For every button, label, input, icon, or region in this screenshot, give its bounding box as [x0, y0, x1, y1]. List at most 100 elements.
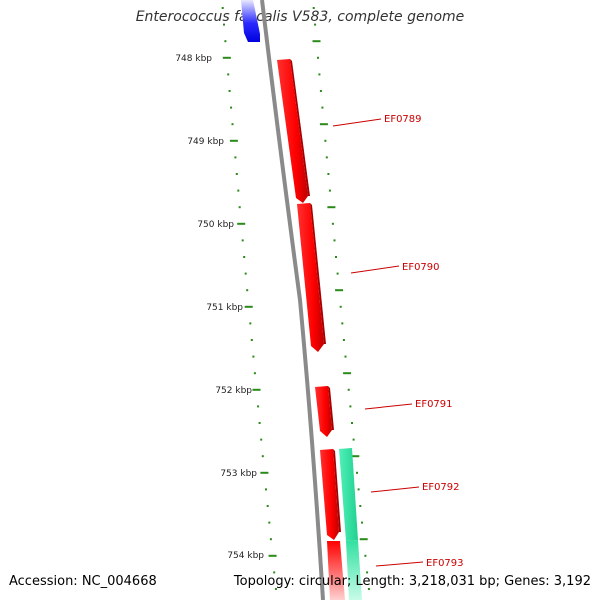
- major-tick: [327, 206, 336, 209]
- minor-tick: [221, 7, 224, 9]
- minor-tick: [319, 90, 322, 92]
- scale-ruler-labels: 748 kbp 749 kbp 750 kbp 751 kbp 752 kbp …: [175, 54, 264, 561]
- major-tick: [335, 289, 344, 292]
- gene-feature-reverse[interactable]: [241, 0, 260, 42]
- accession-text: Accession: NC_004668: [9, 574, 157, 589]
- minor-tick: [366, 571, 369, 574]
- minor-tick: [349, 405, 352, 408]
- gene-feature-teal-continued[interactable]: [346, 540, 362, 600]
- ruler-label: 751 kbp: [206, 303, 243, 313]
- minor-tick: [357, 488, 360, 491]
- gene-label-EF0789[interactable]: EF0789: [384, 114, 422, 125]
- ruler-label: 754 kbp: [227, 551, 264, 561]
- gene-label-EF0791[interactable]: EF0791: [415, 399, 453, 410]
- minor-tick: [237, 189, 240, 192]
- major-tick: [252, 388, 261, 391]
- major-tick: [222, 56, 231, 59]
- minor-tick: [231, 123, 234, 126]
- minor-tick: [347, 388, 350, 391]
- minor-tick: [268, 521, 271, 524]
- minor-tick: [344, 355, 347, 358]
- major-tick: [312, 40, 321, 43]
- gene-label-EF0793[interactable]: EF0793: [426, 558, 464, 569]
- gene-feature-teal[interactable]: [339, 448, 358, 541]
- minor-tick: [339, 305, 342, 308]
- forward-strand-track-ticks: [312, 7, 370, 590]
- minor-tick: [243, 256, 246, 258]
- minor-tick: [223, 23, 225, 26]
- minor-tick: [274, 588, 277, 590]
- minor-tick: [260, 438, 263, 441]
- gene-feature-EF0791[interactable]: [315, 386, 334, 437]
- ruler-label: 753 kbp: [220, 469, 257, 479]
- minor-tick: [258, 422, 261, 424]
- major-tick: [359, 538, 368, 541]
- gene-label-leaders: [332, 118, 424, 567]
- minor-tick: [250, 339, 253, 341]
- scale-ruler-ticks: [221, 7, 277, 590]
- major-tick: [237, 222, 246, 225]
- gene-label-EF0790[interactable]: EF0790: [402, 262, 440, 273]
- minor-tick: [265, 488, 267, 491]
- ruler-label: 748 kbp: [175, 54, 212, 64]
- major-tick: [319, 123, 328, 126]
- minor-tick: [359, 505, 362, 507]
- minor-tick: [266, 505, 269, 507]
- minor-tick: [224, 40, 227, 43]
- major-tick: [351, 455, 360, 458]
- minor-tick: [312, 7, 315, 9]
- minor-tick: [336, 272, 339, 275]
- minor-tick: [342, 339, 345, 341]
- minor-tick: [317, 56, 319, 59]
- minor-tick: [367, 588, 370, 590]
- ruler-label: 752 kbp: [215, 386, 252, 396]
- minor-tick: [257, 405, 260, 408]
- minor-tick: [253, 372, 256, 375]
- ruler-label: 749 kbp: [187, 137, 224, 147]
- minor-tick: [235, 173, 238, 175]
- minor-tick: [273, 571, 276, 574]
- minor-tick: [351, 422, 353, 424]
- minor-tick: [361, 521, 363, 524]
- major-tick: [229, 139, 238, 142]
- minor-tick: [331, 222, 334, 225]
- minor-tick: [228, 90, 231, 92]
- minor-tick: [246, 289, 249, 292]
- major-tick: [260, 471, 269, 474]
- minor-tick: [321, 106, 324, 109]
- major-tick: [343, 372, 352, 375]
- minor-tick: [252, 355, 255, 358]
- minor-tick: [230, 106, 233, 109]
- minor-tick: [341, 322, 344, 325]
- minor-tick: [324, 139, 327, 142]
- minor-tick: [333, 239, 336, 242]
- minor-tick: [314, 23, 317, 26]
- minor-tick: [244, 272, 247, 275]
- minor-tick: [364, 554, 367, 557]
- gene-feature-EF0793[interactable]: [327, 541, 345, 600]
- gene-label-EF0792[interactable]: EF0792: [422, 482, 460, 493]
- minor-tick: [241, 239, 244, 242]
- minor-tick: [227, 73, 230, 76]
- genome-stats-text: Topology: circular; Length: 3,218,031 bp…: [233, 574, 591, 589]
- ruler-label: 750 kbp: [197, 220, 234, 230]
- minor-tick: [325, 156, 328, 159]
- minor-tick: [234, 156, 237, 159]
- minor-tick: [335, 256, 337, 258]
- gene-feature-EF0792[interactable]: [320, 449, 341, 540]
- gene-feature-EF0790[interactable]: [297, 203, 326, 352]
- major-tick: [244, 305, 253, 308]
- major-tick: [268, 554, 277, 557]
- gene-labels: EF0789 EF0790 EF0791 EF0792 EF0793: [384, 114, 464, 569]
- map-title: Enterococcus faecalis V583, complete gen…: [135, 9, 465, 25]
- minor-tick: [328, 189, 331, 192]
- minor-tick: [238, 206, 241, 209]
- genome-backbone: [260, 0, 325, 600]
- minor-tick: [356, 471, 358, 474]
- minor-tick: [261, 455, 264, 458]
- minor-tick: [269, 538, 272, 541]
- minor-tick: [318, 73, 321, 76]
- gene-feature-EF0789[interactable]: [277, 59, 310, 203]
- minor-tick: [327, 173, 330, 175]
